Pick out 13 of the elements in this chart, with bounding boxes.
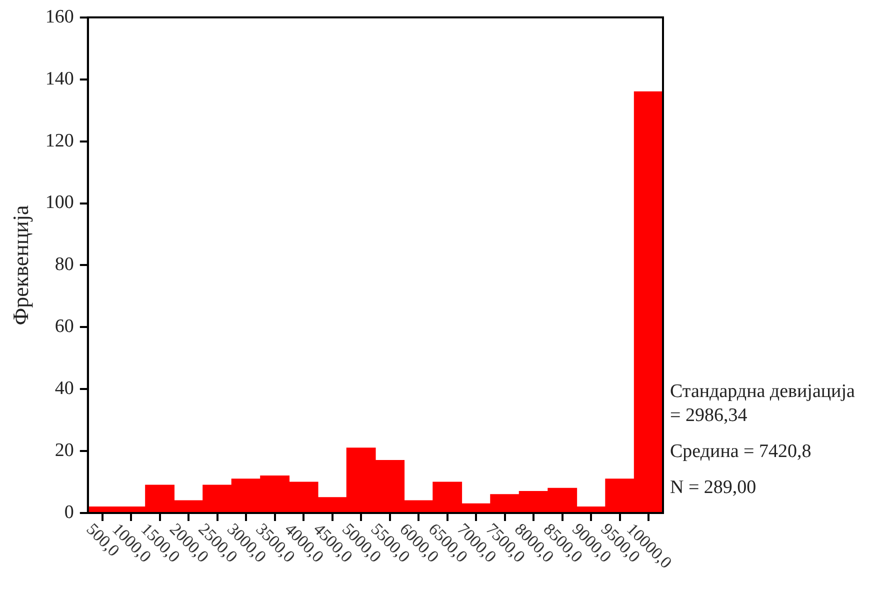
text: Средина = 7420,8	[670, 440, 812, 464]
y-tick-label: 120	[45, 130, 74, 152]
y-tick-label: 20	[54, 440, 74, 462]
y-tick-label: 140	[45, 68, 74, 90]
y-axis-title: Фреквенција	[8, 204, 33, 326]
y-tick-label: 100	[45, 192, 74, 214]
y-tick-label: 160	[45, 6, 74, 28]
y-tick-label: 0	[64, 502, 74, 523]
text: N = 289,00	[670, 476, 758, 500]
text: Стандардна девијација = 2986,34	[670, 380, 856, 428]
y-tick-label: 40	[54, 378, 74, 400]
y-tick-label: 80	[54, 254, 74, 276]
y-tick-label: 60	[54, 316, 74, 338]
